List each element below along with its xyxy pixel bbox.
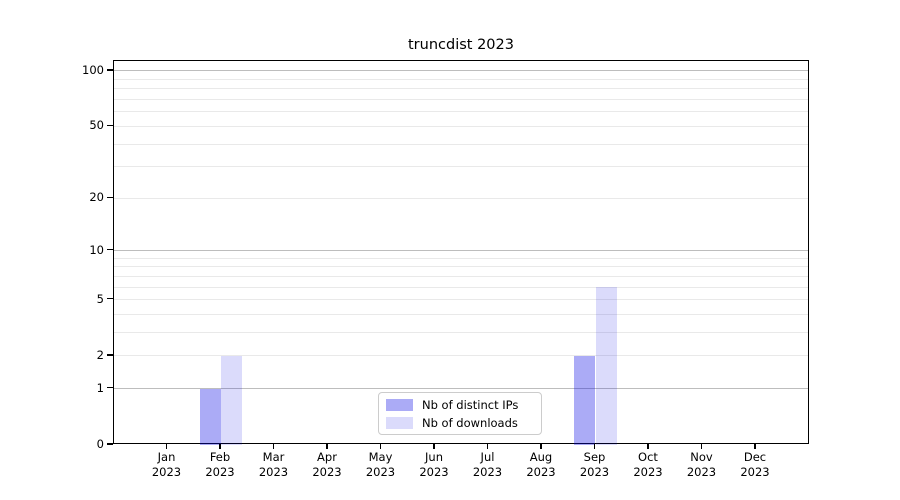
- legend-item-downloads: Nb of downloads: [386, 416, 534, 430]
- x-tick-label: Nov 2023: [670, 450, 734, 479]
- legend-label-downloads: Nb of downloads: [422, 415, 518, 430]
- x-tick-year: 2023: [258, 464, 289, 479]
- minor-gridline: [114, 266, 808, 268]
- x-tick-label: Aug 2023: [509, 450, 573, 479]
- minor-gridline: [114, 332, 808, 334]
- legend-swatch-downloads: [386, 416, 413, 429]
- x-tick-month: Aug: [529, 450, 553, 464]
- major-gridline: [114, 388, 808, 390]
- minor-gridline: [114, 88, 808, 90]
- minor-gridline: [114, 299, 808, 301]
- major-gridline: [114, 70, 808, 72]
- x-tick-label: Sep 2023: [563, 450, 627, 479]
- x-tick-month: Jul: [480, 450, 495, 464]
- x-tick-mark: [219, 444, 221, 449]
- x-tick-mark: [540, 444, 542, 449]
- x-tick-month: Oct: [638, 450, 658, 464]
- plot-area: [113, 59, 809, 445]
- bar-downloads-sep: [595, 287, 617, 445]
- legend-swatch-distinct-ips: [386, 398, 413, 411]
- x-tick-label: Oct 2023: [616, 450, 680, 479]
- legend: Nb of distinct IPs Nb of downloads: [378, 392, 542, 435]
- x-tick-label: Jan 2023: [135, 450, 199, 479]
- y-tick-mark: [106, 387, 113, 389]
- x-tick-mark: [326, 444, 328, 449]
- minor-gridline: [114, 111, 808, 113]
- x-tick-label: Feb 2023: [188, 450, 252, 479]
- minor-gridline: [114, 143, 808, 145]
- y-tick-mark: [106, 196, 113, 198]
- x-tick-year: 2023: [740, 464, 770, 479]
- x-tick-mark: [486, 444, 489, 449]
- x-tick-mark: [272, 444, 275, 449]
- x-tick-year: 2023: [633, 464, 663, 479]
- y-tick-label: 5: [96, 291, 104, 306]
- y-tick-mark: [106, 354, 113, 356]
- minor-gridline: [114, 355, 808, 357]
- x-tick-mark: [433, 444, 435, 449]
- x-tick-year: 2023: [526, 464, 556, 479]
- y-tick-label: 100: [82, 62, 104, 77]
- y-tick-mark: [106, 298, 113, 300]
- minor-gridline: [114, 286, 808, 288]
- x-tick-month: May: [368, 450, 393, 464]
- x-tick-mark: [165, 444, 168, 449]
- x-tick-year: 2023: [472, 464, 503, 479]
- x-tick-label: Jun 2023: [402, 450, 466, 479]
- chart-title: truncdist 2023: [408, 37, 514, 53]
- y-tick-mark: [106, 443, 113, 445]
- y-tick-label: 2: [96, 347, 104, 362]
- x-tick-year: 2023: [312, 464, 342, 479]
- x-tick-month: Nov: [690, 450, 713, 464]
- major-gridline: [114, 250, 808, 252]
- legend-label-distinct-ips: Nb of distinct IPs: [422, 397, 519, 412]
- y-tick-label: 10: [89, 242, 104, 257]
- x-tick-year: 2023: [151, 464, 182, 479]
- x-tick-month: Mar: [262, 450, 285, 464]
- x-tick-year: 2023: [686, 464, 717, 479]
- minor-gridline: [114, 314, 808, 316]
- x-tick-month: Feb: [209, 450, 231, 464]
- x-tick-year: 2023: [205, 464, 235, 479]
- x-tick-year: 2023: [579, 464, 610, 479]
- x-tick-month: Jun: [425, 450, 443, 464]
- y-tick-label: 0: [96, 437, 104, 451]
- minor-gridline: [114, 125, 808, 127]
- minor-gridline: [114, 197, 808, 199]
- bar-downloads-feb: [221, 355, 243, 445]
- minor-gridline: [114, 166, 808, 168]
- x-tick-mark: [647, 444, 649, 449]
- x-tick-mark: [379, 444, 382, 449]
- x-tick-mark: [754, 444, 756, 449]
- bar-distinct-ips-sep: [574, 355, 596, 445]
- bar-distinct-ips-feb: [199, 388, 221, 445]
- x-tick-month: Sep: [583, 450, 606, 464]
- y-tick-label: 50: [89, 118, 104, 133]
- minor-gridline: [114, 78, 808, 80]
- x-tick-mark: [593, 444, 596, 449]
- x-tick-year: 2023: [419, 464, 449, 479]
- x-tick-label: Dec 2023: [723, 450, 787, 479]
- x-tick-month: Dec: [743, 450, 767, 464]
- y-tick-label: 1: [96, 380, 104, 395]
- minor-gridline: [114, 275, 808, 277]
- x-tick-label: Mar 2023: [242, 450, 306, 479]
- legend-item-distinct-ips: Nb of distinct IPs: [386, 398, 534, 412]
- minor-gridline: [114, 257, 808, 259]
- x-tick-year: 2023: [365, 464, 396, 479]
- x-tick-month: Jan: [157, 450, 176, 464]
- y-tick-mark: [106, 69, 113, 71]
- y-tick-label: 20: [89, 190, 104, 205]
- x-tick-label: Jul 2023: [456, 450, 520, 479]
- y-tick-mark: [106, 249, 113, 251]
- x-tick-label: Apr 2023: [295, 450, 359, 479]
- minor-gridline: [114, 99, 808, 101]
- y-tick-mark: [106, 124, 113, 126]
- x-tick-mark: [700, 444, 703, 449]
- x-tick-label: May 2023: [349, 450, 413, 479]
- x-tick-month: Apr: [317, 450, 337, 464]
